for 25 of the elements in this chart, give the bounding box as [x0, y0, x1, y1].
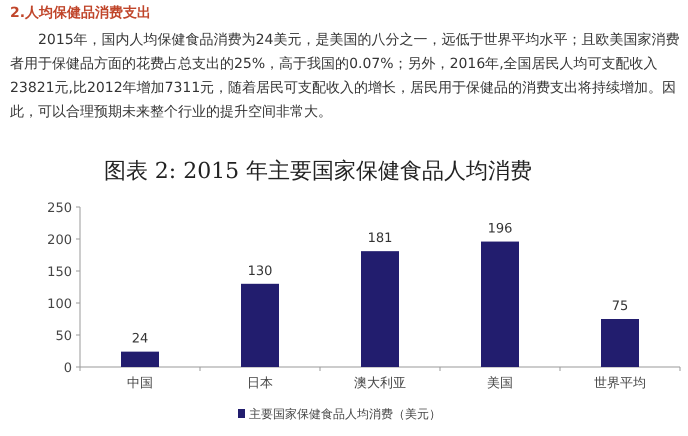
data-label: 181 — [368, 231, 392, 246]
data-label: 24 — [132, 332, 148, 347]
y-tick-label: 150 — [47, 265, 72, 280]
y-tick-label: 200 — [47, 233, 72, 248]
x-tick-label: 澳大利亚 — [354, 376, 406, 391]
x-tick-label: 中国 — [127, 376, 153, 391]
x-tick-label: 日本 — [247, 376, 273, 391]
data-label: 75 — [612, 299, 628, 314]
data-label: 130 — [248, 264, 272, 279]
chart-title: 2.人均保健品消费支出 — [10, 4, 152, 22]
legend-label: 主要国家保健食品人均消费（美元） — [249, 407, 441, 421]
bar — [481, 242, 519, 367]
chart-subtitle: 图表 2: 2015 年主要国家保健食品人均消费 — [104, 159, 532, 184]
y-tick-label: 0 — [64, 361, 72, 376]
y-tick-label: 100 — [47, 297, 72, 312]
bar — [121, 352, 159, 367]
text: 2015年，国内人均保健食品消费为24美元，是美国的八分之一，远低于世界平均水平；且欧美国家消费者用于保健品方面的花费占总支出的25%，高于我国的0.07%；另外，2016年,全国居民人均可支配收入23821元,比2012年增加7311元，随着居民可支配收入的增长，居民用于保健品的消费支出将持续增加。因此，可以合理预期未来整个行业的提升空间非常大。 — [10, 31, 680, 122]
data-label: 196 — [488, 222, 512, 237]
y-tick-label: 250 — [47, 201, 72, 216]
bar — [361, 251, 399, 367]
y-tick-label: 50 — [55, 329, 72, 344]
x-tick-label: 世界平均 — [594, 376, 646, 391]
x-tick-label: 美国 — [487, 375, 513, 391]
bar — [241, 284, 279, 367]
bar — [601, 319, 639, 367]
